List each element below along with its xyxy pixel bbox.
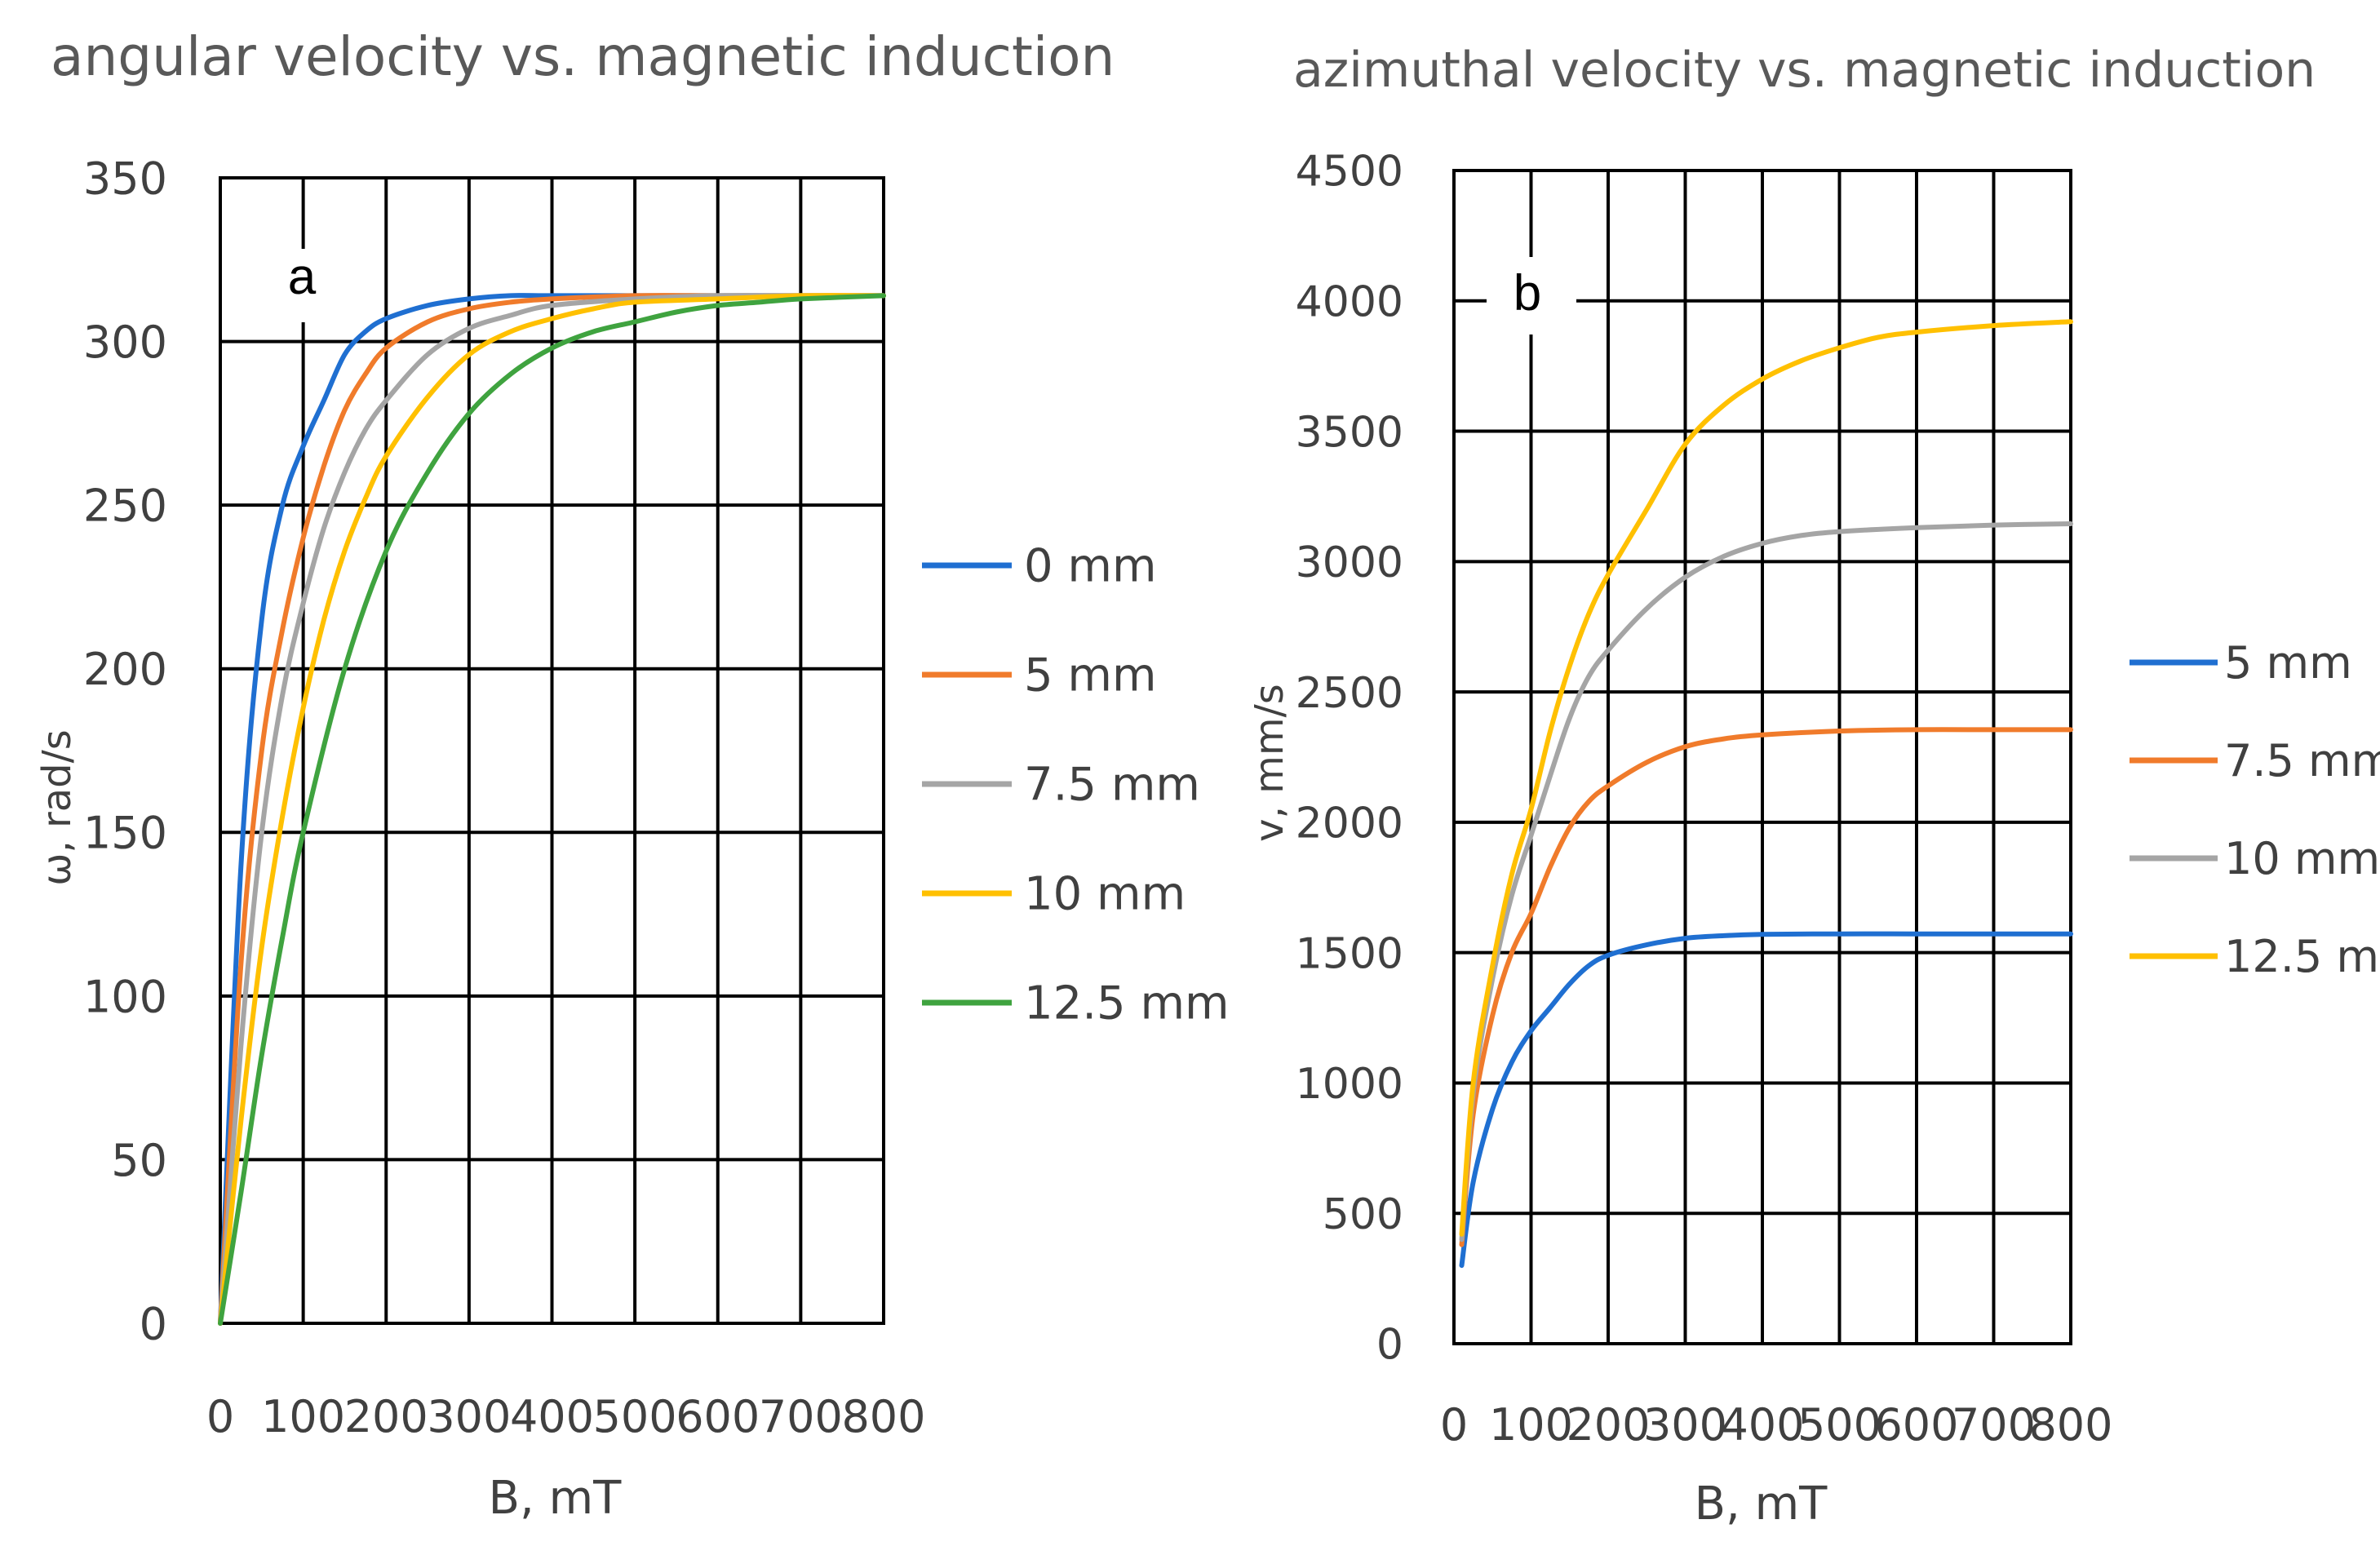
chart-a-plot-frame <box>219 176 885 1325</box>
chart-b-series-line-10mm <box>1459 521 2073 1243</box>
chart-a-x-tick-label: 300 <box>427 1391 511 1442</box>
chart-a-y-tick-label: 50 <box>111 1135 167 1186</box>
chart-b-y-tick-label: 4000 <box>1296 277 1403 326</box>
chart-b-y-tick-label: 4500 <box>1296 148 1403 197</box>
chart-a-y-tick-label: 0 <box>140 1298 167 1349</box>
chart-a-x-tick-label: 800 <box>841 1391 925 1442</box>
chart-b-series-line-12-5mm <box>1459 319 2073 1237</box>
chart-a-x-tick-label: 600 <box>676 1391 760 1442</box>
chart-a-series-line-10mm <box>218 293 886 1326</box>
chart-a-legend-label: 10 mm <box>1024 868 1186 921</box>
chart-b-y-tick-label: 3500 <box>1296 408 1403 457</box>
chart-a-y-tick-labels: 0 50 100 150 200 250 300 350 <box>83 153 167 1349</box>
chart-b-legend: 5 mm 7.5 mm 10 mm 12.5 mm <box>2130 637 2380 982</box>
chart-a-y-tick-label: 350 <box>83 153 167 204</box>
chart-b-y-tick-label: 2000 <box>1296 800 1403 848</box>
chart-a-y-tick-label: 300 <box>83 317 167 368</box>
chart-a-y-tick-label: 250 <box>83 481 167 532</box>
chart-b-legend-label: 5 mm <box>2224 637 2352 689</box>
chart-a-x-axis-label: B, mT <box>489 1472 623 1525</box>
chart-a-x-tick-label: 200 <box>344 1391 428 1442</box>
chart-a-legend-label: 7.5 mm <box>1024 759 1200 812</box>
chart-b-series-lines <box>1459 319 2073 1269</box>
chart-a-x-tick-label: 100 <box>261 1391 345 1442</box>
chart-b-legend-label: 12.5 mm <box>2224 931 2380 982</box>
chart-a-series-line-12-5mm <box>218 293 886 1326</box>
chart-b-y-tick-label: 2500 <box>1296 669 1403 718</box>
chart-a: angular velocity vs. magnetic induction … <box>34 25 1230 1525</box>
chart-a-x-tick-label: 700 <box>759 1391 843 1442</box>
chart-b-x-tick-label: 200 <box>1566 1399 1650 1451</box>
chart-a-series-lines <box>218 293 886 1326</box>
chart-b-x-tick-label: 0 <box>1440 1399 1468 1451</box>
chart-a-y-axis-label: ω, rad/s <box>34 729 80 886</box>
chart-b-x-axis-label: B, mT <box>1695 1477 1828 1531</box>
chart-a-series-line-7-5mm <box>218 293 886 1326</box>
chart-a-legend-label: 5 mm <box>1024 649 1157 702</box>
chart-b-y-axis-label: v, mm/s <box>1247 684 1292 842</box>
chart-b-panel-label: b <box>1514 265 1541 321</box>
chart-a-y-tick-label: 100 <box>83 971 167 1022</box>
chart-a-legend: 0 mm 5 mm 7.5 mm 10 mm 12.5 mm <box>922 540 1230 1030</box>
chart-b-x-tick-label: 300 <box>1643 1399 1727 1451</box>
chart-b-x-tick-label: 100 <box>1489 1399 1573 1451</box>
chart-b-series-line-7-5mm <box>1459 727 2073 1247</box>
chart-b-panel-label-bg <box>1487 257 1576 334</box>
chart-a-y-tick-label: 200 <box>83 644 167 695</box>
chart-b-grid <box>1452 169 2072 1345</box>
chart-b-series-line-5mm <box>1459 931 2073 1269</box>
chart-a-x-tick-label: 400 <box>510 1391 594 1442</box>
chart-b-x-tick-label: 600 <box>1874 1399 1958 1451</box>
chart-a-panel-label: a <box>288 249 317 305</box>
chart-b-plot-frame <box>1452 169 2072 1345</box>
chart-b-y-tick-labels: 0 500 1000 1500 2000 2500 3000 3500 4000 4500 <box>1296 148 1403 1370</box>
chart-b-y-tick-label: 0 <box>1376 1321 1403 1370</box>
chart-a-legend-label: 12.5 mm <box>1024 977 1230 1030</box>
chart-b-x-tick-label: 500 <box>1797 1399 1881 1451</box>
chart-a-y-tick-label: 150 <box>83 808 167 859</box>
chart-b-legend-label: 10 mm <box>2224 833 2380 884</box>
chart-b-y-tick-label: 1500 <box>1296 929 1403 978</box>
chart-a-grid <box>219 176 885 1325</box>
chart-b-legend-label: 7.5 mm <box>2224 735 2380 786</box>
chart-a-legend-label: 0 mm <box>1024 540 1157 593</box>
chart-a-x-tick-label: 500 <box>593 1391 677 1442</box>
chart-b: azimuthal velocity vs. magnetic inductio… <box>1247 42 2380 1531</box>
chart-b-y-tick-label: 3000 <box>1296 538 1403 587</box>
chart-b-y-tick-label: 1000 <box>1296 1060 1403 1109</box>
chart-a-x-tick-label: 0 <box>206 1391 234 1442</box>
chart-b-x-tick-label: 400 <box>1720 1399 1804 1451</box>
chart-b-x-tick-label: 800 <box>2028 1399 2112 1451</box>
chart-b-y-tick-label: 500 <box>1323 1190 1403 1239</box>
chart-a-title: angular velocity vs. magnetic induction <box>51 25 1115 88</box>
chart-a-panel-label-bg <box>255 249 352 322</box>
chart-b-title: azimuthal velocity vs. magnetic inductio… <box>1293 42 2316 99</box>
chart-b-x-tick-label: 700 <box>1952 1399 2036 1451</box>
